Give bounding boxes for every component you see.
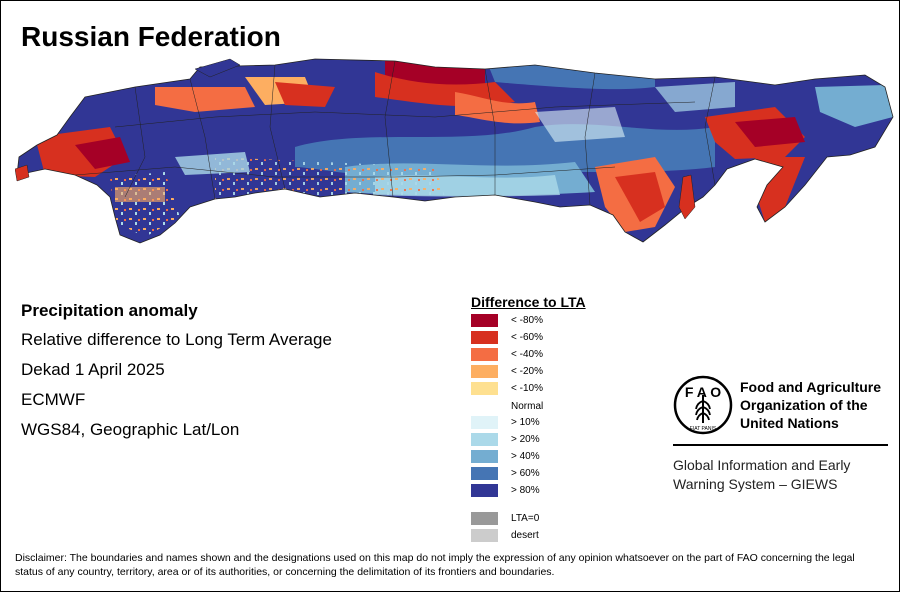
legend-swatch — [471, 314, 498, 327]
legend-swatch — [471, 348, 498, 361]
legend-swatch — [471, 331, 498, 344]
legend-swatch — [471, 433, 498, 446]
info-line: ECMWF — [21, 390, 86, 409]
legend-label: LTA=0 — [511, 513, 540, 524]
legend-swatch — [471, 529, 498, 542]
legend-label: desert — [511, 530, 539, 541]
legend-label: Normal — [511, 401, 544, 412]
fao-name: Food and Agriculture Organization of the… — [740, 379, 882, 431]
legend-label: > 60% — [511, 468, 540, 479]
legend-swatch — [471, 450, 498, 463]
logo-divider — [673, 444, 888, 446]
admin-boundaries — [74, 60, 716, 206]
legend-label: > 40% — [511, 451, 540, 462]
legend-label: > 10% — [511, 417, 540, 428]
info-line: WGS84, Geographic Lat/Lon — [21, 420, 240, 439]
sakhalin — [678, 174, 696, 220]
giews-name: Global Information and Early Warning Sys… — [673, 457, 851, 492]
legend-label: < -80% — [511, 315, 543, 326]
svg-text:FIAT PANIS: FIAT PANIS — [690, 426, 717, 432]
legend-label: > 20% — [511, 434, 540, 445]
country-boundary — [16, 58, 894, 244]
info-line: Relative difference to Long Term Average — [21, 330, 332, 349]
legend-swatch — [471, 416, 498, 429]
legend-label: < -10% — [511, 383, 543, 394]
precipitation-anomaly-map — [15, 58, 894, 244]
map-title: Russian Federation — [21, 21, 281, 52]
fao-emblem-icon: F A O FIAT PANIS — [673, 375, 733, 435]
legend-title: Difference to LTA — [471, 294, 586, 310]
legend-swatch — [471, 484, 498, 497]
legend-label: > 80% — [511, 485, 540, 496]
legend-swatch — [471, 512, 498, 525]
legend-label: < -60% — [511, 332, 543, 343]
info-line: Dekad 1 April 2025 — [21, 360, 165, 379]
legend-label: < -40% — [511, 349, 543, 360]
legend-swatch — [471, 467, 498, 480]
svg-text:F A O: F A O — [685, 384, 721, 400]
kaliningrad — [15, 164, 30, 182]
disclaimer: Disclaimer: The boundaries and names sho… — [15, 552, 855, 578]
legend-swatch — [471, 382, 498, 395]
info-heading: Precipitation anomaly — [21, 301, 198, 320]
legend-label: < -20% — [511, 366, 543, 377]
novaya-zemlya — [194, 58, 241, 78]
legend-swatch — [471, 365, 498, 378]
